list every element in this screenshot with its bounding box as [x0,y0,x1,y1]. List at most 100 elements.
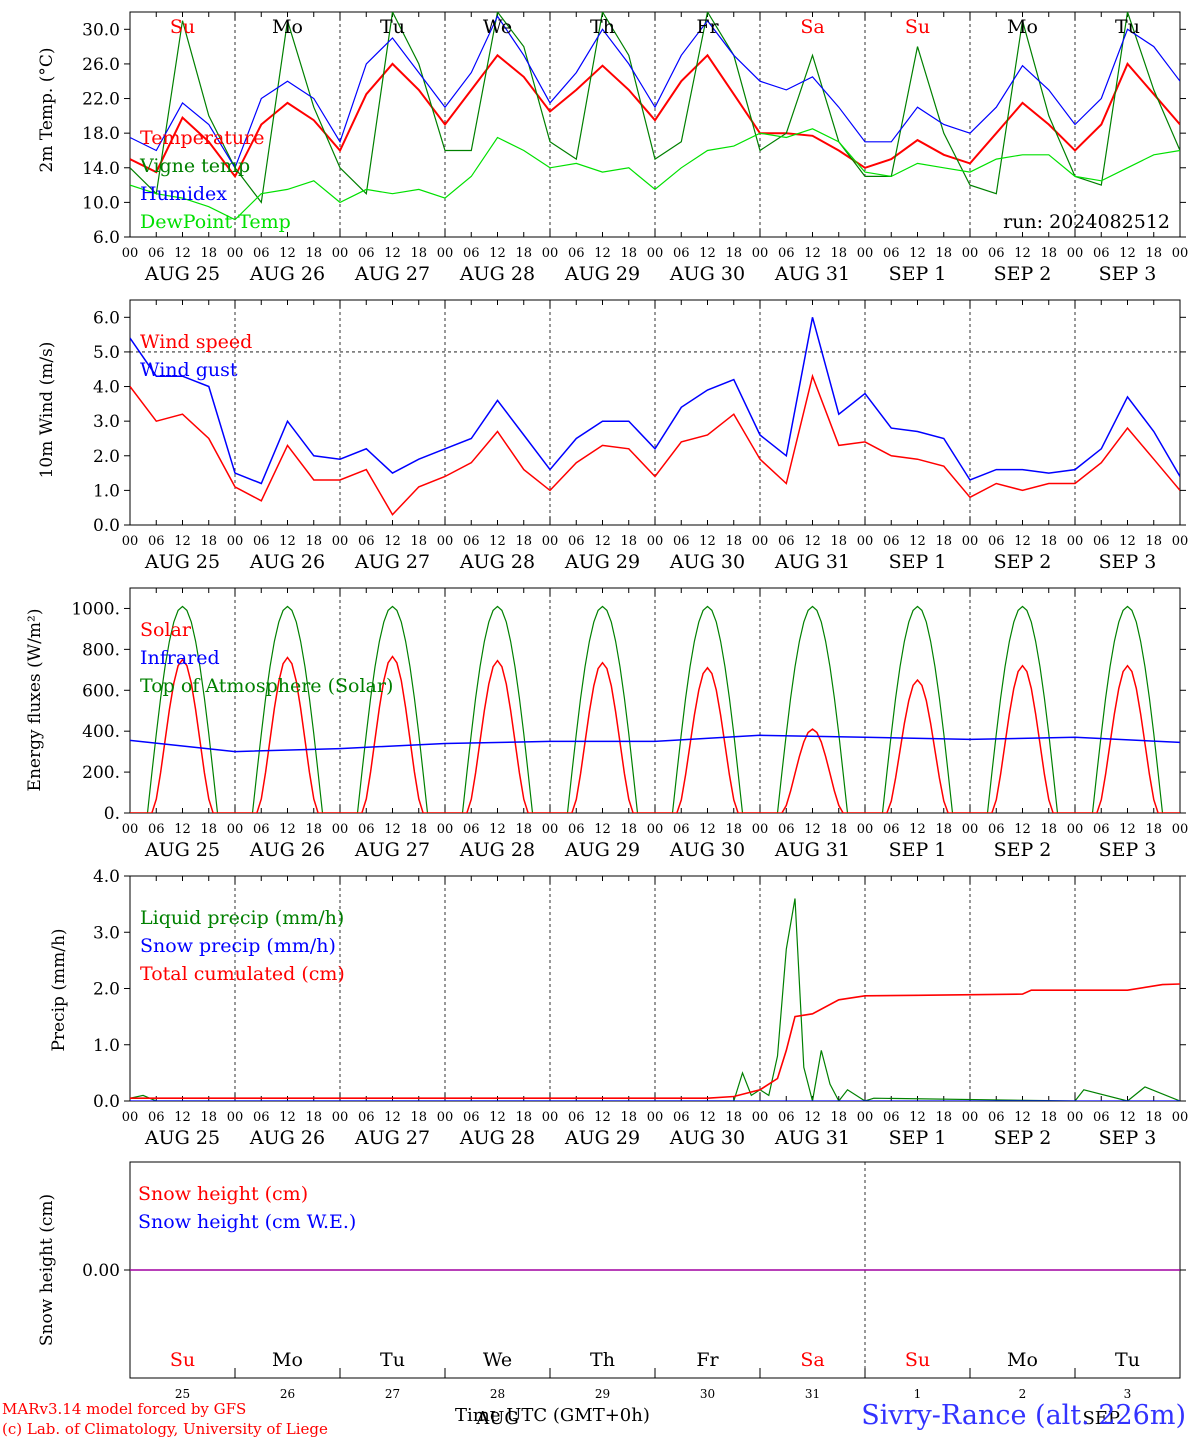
series-line-top-of-atmosphere [130,605,1180,813]
date-label: SEP 1 [889,551,947,573]
hour-tick-label: 12 [699,534,716,549]
hour-tick-label: 06 [673,822,690,837]
y-tick-label: 0. [104,804,120,824]
date-label: AUG 31 [774,1127,850,1149]
hour-tick-label: 18 [305,822,322,837]
hour-tick-label: 06 [1093,822,1110,837]
weekday-label: Tu [1115,16,1140,38]
date-label: AUG 30 [669,839,745,861]
hour-tick-label: 12 [909,822,926,837]
series-line-total-cumulated-cm- [130,983,1180,1099]
hour-tick-label: 12 [909,246,926,261]
hour-tick-label: 12 [594,1110,611,1125]
hour-tick-label: 12 [174,246,191,261]
hour-tick-label: 06 [568,1110,585,1125]
time-axis-label: Time UTC (GMT+0h) [455,1405,650,1426]
weekday-label: Th [590,1349,615,1371]
hour-tick-label: 12 [1014,246,1031,261]
hour-tick-label: 00 [122,1110,139,1125]
hour-tick-label: 18 [1145,246,1162,261]
weekday-label: Su [905,1349,930,1371]
hour-tick-label: 06 [148,822,165,837]
hour-tick-label: 18 [620,534,637,549]
hour-tick-label: 06 [253,246,270,261]
legend-entry: Infrared [140,647,220,669]
date-label: AUG 29 [564,1127,640,1149]
y-tick-label: 14.0 [82,159,120,179]
hour-tick-label: 06 [883,822,900,837]
hour-tick-label: 12 [279,1110,296,1125]
hour-tick-label: 00 [1067,246,1084,261]
y-tick-label: 3.0 [93,923,120,943]
hour-tick-label: 00 [437,534,454,549]
hour-tick-label: 18 [830,822,847,837]
legend-entry: DewPoint Temp [140,211,291,233]
hour-tick-label: 12 [1119,1110,1136,1125]
series-line-humidex [130,15,1180,170]
hour-tick-label: 18 [1145,534,1162,549]
series-line-vigne-temp [130,12,1180,204]
hour-tick-label: 00 [857,246,874,261]
panel-frame [129,587,1181,814]
hour-tick-label: 12 [594,534,611,549]
hour-tick-label: 00 [962,1110,979,1125]
y-tick-label: 0.00 [82,1261,120,1281]
hour-tick-label: 06 [568,534,585,549]
overlap-month-label: SEP [1082,1408,1120,1429]
y-tick-label: 3.0 [93,412,120,432]
date-label: SEP 2 [994,1127,1052,1149]
hour-tick-label: 06 [568,246,585,261]
hour-tick-label: 00 [857,1110,874,1125]
hour-tick-label: 12 [804,822,821,837]
hour-tick-label: 00 [962,246,979,261]
hour-tick-label: 12 [489,534,506,549]
hour-tick-label: 12 [1119,246,1136,261]
date-label: AUG 25 [144,263,220,285]
y-axis-label: Energy fluxes (W/m²) [25,609,45,792]
hour-tick-label: 00 [1067,534,1084,549]
y-tick-label: 1000. [71,599,120,619]
hour-tick-label: 18 [935,822,952,837]
weekday-label: We [483,1349,512,1371]
hour-tick-label: 06 [673,246,690,261]
hour-tick-label: 00 [752,246,769,261]
date-number-label: 29 [595,1387,610,1401]
date-label: AUG 25 [144,1127,220,1149]
hour-tick-label: 18 [725,1110,742,1125]
hour-tick-label: 18 [935,1110,952,1125]
y-axis-label: 10m Wind (m/s) [37,342,57,479]
y-tick-label: 0.0 [93,516,120,536]
hour-tick-label: 06 [358,822,375,837]
hour-tick-label: 18 [830,1110,847,1125]
panel-frame [129,299,1181,526]
hour-tick-label: 06 [463,246,480,261]
date-label: AUG 26 [249,551,325,573]
hour-tick-label: 06 [568,822,585,837]
hour-tick-label: 00 [1067,1110,1084,1125]
date-label: AUG 28 [459,839,535,861]
date-number-label: 26 [280,1387,295,1401]
hour-tick-label: 00 [542,534,559,549]
series-line-wind-gust [130,317,1180,485]
date-label: AUG 27 [354,551,430,573]
weekday-label: Su [170,1349,195,1371]
hour-tick-label: 18 [515,534,532,549]
weekday-label: We [483,16,512,38]
hour-tick-label: 18 [1040,246,1057,261]
y-tick-label: 4.0 [93,378,120,398]
hour-tick-label: 06 [988,246,1005,261]
date-label: SEP 2 [994,551,1052,573]
hour-tick-label: 18 [305,246,322,261]
hour-tick-label: 12 [489,246,506,261]
legend-entry: Snow precip (mm/h) [140,935,336,957]
hour-tick-label: 12 [804,1110,821,1125]
hour-tick-label: 12 [1119,822,1136,837]
hour-tick-label: 18 [830,246,847,261]
run-label: run: 2024082512 [1003,211,1170,233]
hour-tick-label: 18 [1040,534,1057,549]
hour-tick-label: 18 [515,822,532,837]
date-label: AUG 26 [249,839,325,861]
hour-tick-label: 06 [778,1110,795,1125]
hour-tick-label: 06 [778,246,795,261]
hour-tick-label: 18 [200,246,217,261]
